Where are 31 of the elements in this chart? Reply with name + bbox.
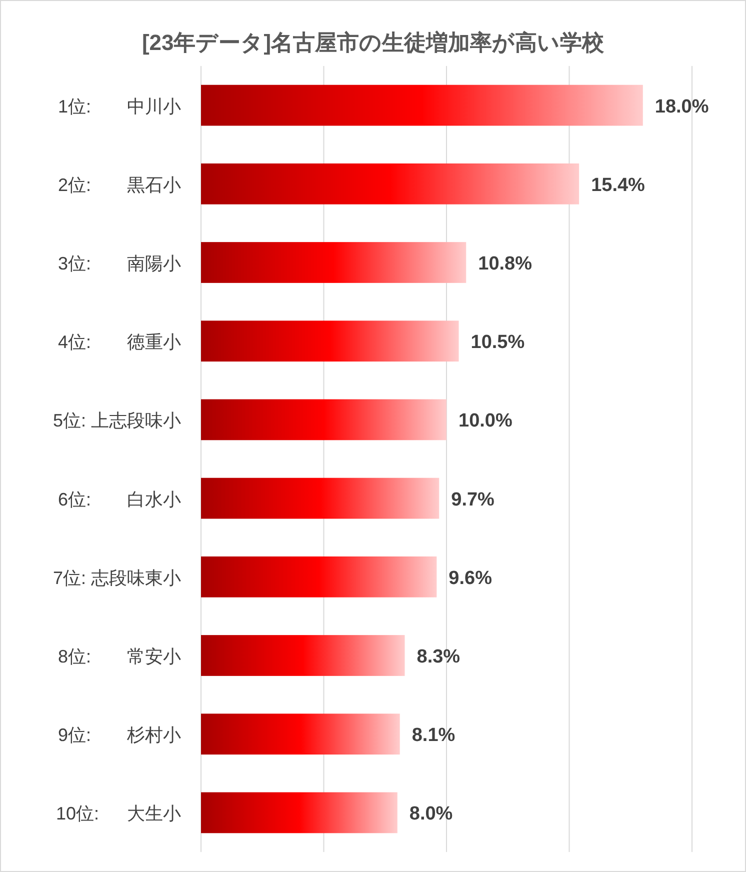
chart-title: [23年データ]名古屋市の生徒増加率が高い学校 (142, 30, 606, 55)
data-label: 18.0% (654, 96, 709, 118)
bar (201, 478, 440, 519)
bar (201, 163, 580, 204)
bar (201, 556, 437, 598)
bar (201, 399, 446, 440)
data-label: 15.4% (591, 174, 646, 196)
y-tick-label: 1位: 中川小 (58, 96, 181, 116)
data-label: 10.8% (478, 254, 532, 274)
data-label: 8.3% (416, 646, 460, 668)
bar (201, 242, 466, 283)
y-tick-label: 7位: 志段味東小 (52, 568, 181, 588)
data-label: 8.1% (412, 725, 456, 746)
bar (201, 635, 405, 676)
y-tick-label: 3位: 南陽小 (58, 254, 181, 274)
y-tick-label: 4位: 徳重小 (58, 332, 181, 352)
bar (201, 714, 400, 755)
bar (201, 320, 459, 362)
data-label: 10.5% (470, 332, 525, 354)
data-label: 9.6% (448, 568, 492, 589)
bar (201, 792, 398, 834)
y-tick-label: 5位: 上志段味小 (52, 410, 181, 431)
data-label: 10.0% (458, 410, 512, 432)
y-tick-label: 10位: 大生小 (56, 804, 181, 824)
data-label: 8.0% (409, 804, 453, 825)
y-tick-label: 8位: 常安小 (58, 646, 181, 666)
y-tick-label: 6位: 白水小 (58, 489, 181, 510)
y-tick-label: 2位: 黒石小 (58, 174, 181, 195)
y-tick-label: 9位: 杉村小 (58, 725, 181, 746)
data-label: 9.7% (451, 489, 495, 510)
bar (201, 84, 643, 126)
